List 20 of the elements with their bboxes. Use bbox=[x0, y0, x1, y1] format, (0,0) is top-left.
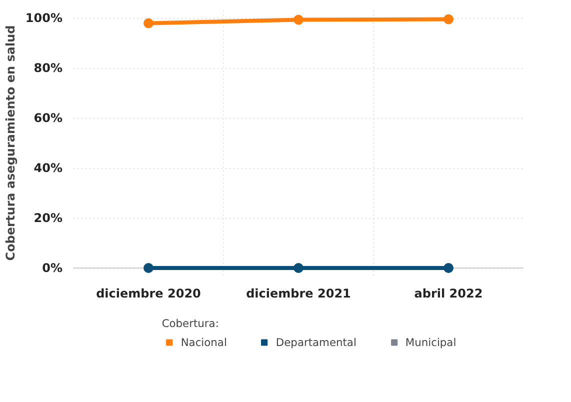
y-tick-label: 80% bbox=[34, 61, 63, 75]
legend-label: Departamental bbox=[276, 336, 356, 348]
legend-label: Municipal bbox=[405, 336, 456, 348]
y-tick-label: 60% bbox=[34, 111, 63, 125]
point bbox=[144, 18, 154, 28]
point bbox=[294, 14, 304, 25]
y-tick-label: 20% bbox=[34, 211, 63, 225]
legend-title: Cobertura: bbox=[162, 317, 220, 330]
point bbox=[294, 263, 304, 273]
x-tick-label: diciembre 2021 bbox=[246, 286, 351, 300]
y-tick-label: 100% bbox=[25, 11, 63, 25]
point bbox=[444, 14, 454, 24]
y-tick-label: 40% bbox=[34, 161, 63, 175]
x-tick-label: abril 2022 bbox=[414, 286, 483, 300]
legend-label: Nacional bbox=[180, 336, 227, 348]
y-tick-label: 0% bbox=[42, 261, 62, 275]
point bbox=[144, 263, 154, 273]
point bbox=[444, 263, 454, 273]
y-axis-title: Cobertura aseguramiento en salud bbox=[3, 25, 18, 261]
x-tick-label: diciembre 2020 bbox=[96, 286, 201, 300]
